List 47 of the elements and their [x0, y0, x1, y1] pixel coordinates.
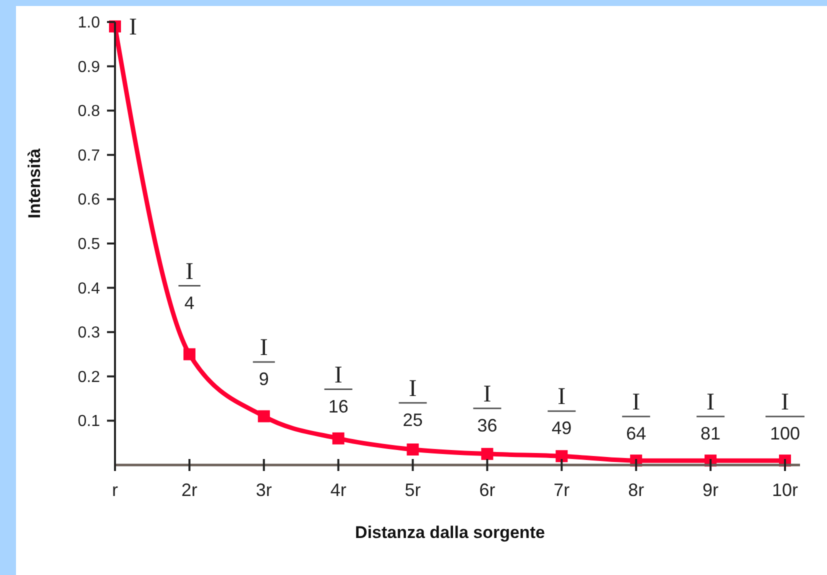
annotation: 81 — [700, 424, 721, 444]
point — [332, 432, 344, 444]
x-tick-label: 5r — [404, 480, 421, 500]
point — [556, 450, 568, 462]
point — [183, 348, 196, 360]
annotation: 25 — [402, 410, 423, 430]
y-tick-label: 0.5 — [78, 236, 100, 253]
annotation: 49 — [552, 418, 572, 438]
annotation: I — [632, 390, 640, 416]
annotation: 64 — [626, 424, 646, 444]
x-tick-label: 2r — [181, 480, 198, 500]
x-tick-label: 4r — [330, 480, 346, 500]
annotation: 9 — [258, 369, 269, 390]
point — [406, 443, 419, 456]
y-tick-label: 0.1 — [78, 413, 100, 430]
annotation: 36 — [477, 415, 498, 436]
x-axis-title: Distanza dalla sorgente — [355, 523, 545, 542]
y-tick-label: 0.9 — [78, 58, 100, 76]
annotation: I — [706, 390, 715, 416]
x-tick-label: 9r — [702, 480, 719, 500]
annotation: I — [334, 362, 342, 388]
y-tick-label: 0.8 — [78, 103, 100, 120]
annotation: I — [558, 384, 566, 410]
x-tick-label: r — [112, 480, 118, 500]
x-tick-label: 7r — [554, 480, 570, 500]
x-tick-label: 8r — [628, 480, 644, 500]
annotation: I — [781, 390, 789, 416]
annotation: I — [483, 381, 492, 408]
point — [258, 410, 270, 422]
y-tick-label: 1.0 — [78, 14, 100, 32]
annotation: 100 — [770, 424, 800, 444]
annotation: 4 — [184, 292, 194, 313]
annotation: I — [408, 376, 417, 402]
annotation: I — [185, 258, 194, 285]
x-tick-label: 10r — [772, 480, 798, 500]
y-tick-label: 0.3 — [78, 324, 100, 342]
y-tick-label: 0.4 — [78, 280, 100, 298]
annotation: I — [260, 335, 268, 362]
y-tick-label: 0.6 — [78, 192, 100, 209]
annotation: I — [129, 14, 137, 40]
annotation: 16 — [328, 396, 348, 416]
y-tick-label: 0.7 — [78, 147, 100, 164]
x-tick-label: 6r — [479, 480, 496, 500]
point — [481, 448, 494, 460]
y-tick-label: 0.2 — [78, 368, 100, 386]
x-tick-label: 3r — [256, 480, 272, 500]
y-axis-title: Intensità — [25, 148, 44, 218]
